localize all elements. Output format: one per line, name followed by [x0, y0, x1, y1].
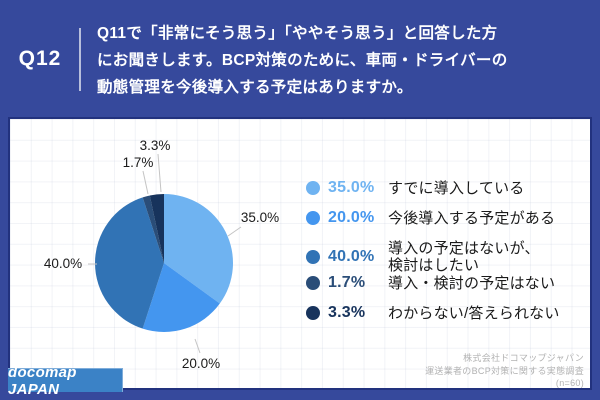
question-text: Q11で「非常にそう思う」「ややそう思う」と回答した方 にお聞きします。BCP対…	[97, 20, 577, 101]
header-divider	[79, 28, 81, 91]
question-number: Q12	[18, 47, 62, 70]
source-attribution: 株式会社ドコマップジャパン 運送業者のBCP対策に関する実態調査 (n=60)	[425, 352, 584, 390]
question-line: にお聞きします。BCP対策のために、車両・ドライバーの	[97, 52, 508, 69]
question-line: 動態管理を今後導入する予定はありますか。	[97, 79, 413, 96]
source-line: (n=60)	[555, 378, 584, 388]
chart-panel	[8, 117, 592, 390]
source-line: 株式会社ドコマップジャパン	[463, 353, 584, 363]
question-line: Q11で「非常にそう思う」「ややそう思う」と回答した方	[97, 25, 498, 42]
docomap-logo: docomap JAPAN	[8, 364, 123, 398]
source-line: 運送業者のBCP対策に関する実態調査	[425, 365, 584, 376]
